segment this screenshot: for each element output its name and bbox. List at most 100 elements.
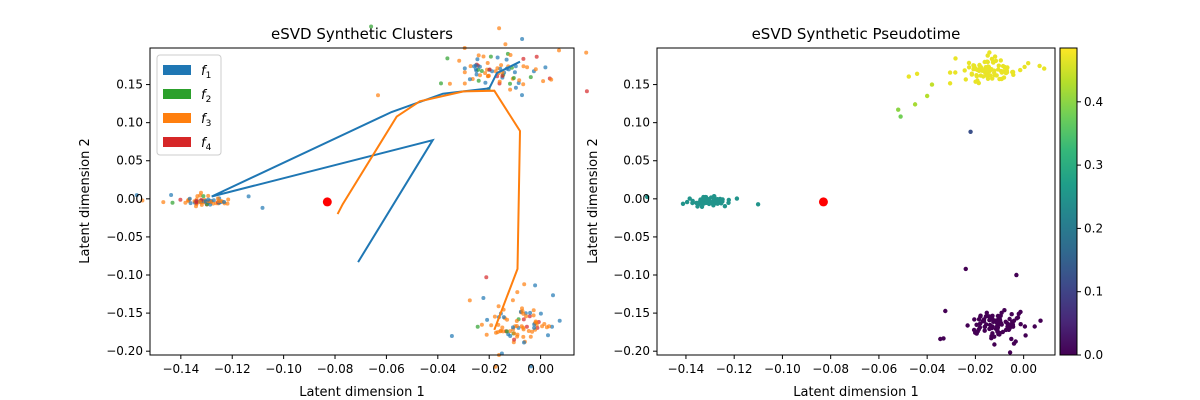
y-tick-label: −0.05 <box>106 230 143 244</box>
y-axis-label: Latent dimension 2 <box>586 138 601 264</box>
data-point <box>521 64 526 69</box>
data-point <box>971 327 977 333</box>
data-point <box>551 293 555 298</box>
data-point <box>699 204 705 209</box>
legend-swatch <box>163 65 191 75</box>
data-point <box>519 324 524 329</box>
data-point <box>201 194 206 199</box>
data-point <box>475 57 480 62</box>
data-point <box>991 319 996 324</box>
legend-subscript: 3 <box>206 119 212 129</box>
data-point <box>996 63 1001 68</box>
data-point <box>246 194 251 199</box>
data-point <box>968 129 973 134</box>
data-point <box>1015 315 1021 320</box>
x-tick-label: −0.12 <box>716 362 753 376</box>
data-point <box>542 322 547 326</box>
legend-subscript: 4 <box>206 143 212 153</box>
legend-box <box>156 54 222 156</box>
data-point <box>898 114 903 119</box>
y-axis-label: Latent dimension 2 <box>78 138 93 264</box>
data-point <box>953 70 958 75</box>
y-axis: −0.20 −0.15 −0.10 −0.05 0.00 0.05 0.10 0.15 <box>613 78 657 358</box>
data-point <box>722 204 728 209</box>
y-tick-label: −0.10 <box>613 268 650 282</box>
x-tick-label: −0.04 <box>909 362 946 376</box>
data-point <box>478 73 482 78</box>
data-point <box>1010 324 1016 329</box>
y-tick-label: −0.15 <box>613 306 650 320</box>
data-point <box>1042 66 1047 71</box>
data-point <box>447 81 452 86</box>
data-point <box>549 77 554 82</box>
legend-label: f1 <box>201 64 211 81</box>
data-point <box>989 56 995 62</box>
data-point <box>497 79 502 84</box>
data-point <box>225 201 230 206</box>
data-point <box>645 194 650 200</box>
data-point <box>1007 326 1012 331</box>
data-point <box>503 42 508 47</box>
axes-frame <box>149 47 575 356</box>
data-point <box>474 72 479 77</box>
y-tick-label: 0.10 <box>623 116 650 130</box>
data-point <box>485 317 490 322</box>
colorbar-tick-label: 0.4 <box>1084 95 1103 109</box>
data-point <box>521 317 526 322</box>
data-point <box>522 340 526 345</box>
data-point <box>947 81 953 86</box>
data-point <box>972 317 977 322</box>
legend: f1 f2 f3 f4 <box>156 54 222 156</box>
data-point <box>680 201 686 206</box>
y-tick-label: 0.05 <box>623 154 650 168</box>
data-point <box>520 37 525 41</box>
data-point <box>974 322 979 327</box>
data-point <box>169 193 174 197</box>
data-point <box>690 200 695 206</box>
data-point <box>222 200 227 204</box>
data-point <box>476 78 481 83</box>
data-point <box>495 55 500 60</box>
data-point <box>963 77 968 82</box>
data-point <box>985 73 991 78</box>
legend-label: f3 <box>201 112 211 129</box>
data-point <box>493 364 498 369</box>
data-point <box>530 329 535 334</box>
data-point <box>479 69 484 73</box>
data-point <box>1018 309 1023 315</box>
data-point <box>521 56 526 61</box>
data-point <box>734 196 740 201</box>
data-point <box>513 85 518 90</box>
data-point <box>547 324 551 329</box>
data-point <box>501 315 506 320</box>
data-point <box>467 77 472 82</box>
data-point <box>500 325 505 330</box>
data-point <box>195 194 200 199</box>
data-point <box>483 71 488 76</box>
chart-title: eSVD Synthetic Pseudotime <box>752 25 961 43</box>
data-point <box>994 324 999 329</box>
data-point <box>534 320 539 325</box>
data-point <box>260 205 265 210</box>
data-point <box>485 61 490 65</box>
data-point <box>527 314 532 319</box>
data-point <box>522 282 527 287</box>
data-point <box>584 50 589 55</box>
legend-swatch <box>163 113 191 123</box>
data-point <box>726 197 731 203</box>
data-point <box>712 194 717 199</box>
data-point <box>510 298 515 303</box>
data-point <box>998 58 1003 63</box>
colorbar-tick-label: 0.0 <box>1084 348 1103 362</box>
data-point <box>997 318 1003 323</box>
data-point <box>521 311 526 316</box>
data-point <box>1002 308 1007 313</box>
data-point <box>982 324 987 330</box>
data-point <box>982 59 987 65</box>
y-tick-label: −0.05 <box>613 230 650 244</box>
y-tick-label: −0.10 <box>106 268 143 282</box>
data-point <box>525 65 530 70</box>
data-point <box>546 333 550 338</box>
data-point <box>473 67 478 72</box>
